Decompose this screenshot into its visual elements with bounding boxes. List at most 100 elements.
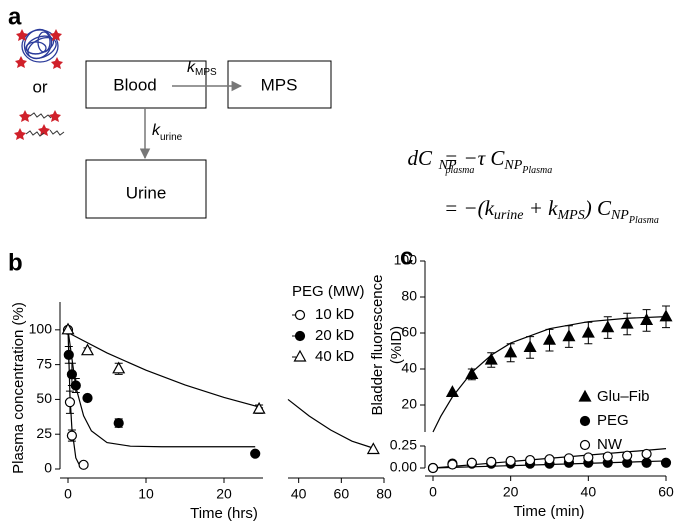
panel-label: a (8, 3, 22, 30)
data-point (641, 457, 652, 468)
legend-label: 20 kD (315, 327, 354, 344)
data-point (66, 430, 78, 441)
legend-label: PEG (597, 412, 629, 429)
legend-marker (579, 439, 591, 451)
or-label: or (32, 77, 47, 96)
data-point (622, 450, 633, 461)
panel-a: a or Blood MPS Urine (8, 3, 659, 226)
rate-symbol: k (187, 59, 196, 76)
eq-part: = −τ C (444, 146, 505, 170)
data-point (63, 349, 74, 360)
blood-box (85, 60, 207, 109)
legend-label: NW (597, 436, 623, 453)
eq-part: dC (407, 146, 433, 170)
rate-subscript: urine (160, 132, 183, 143)
eq-part: Plasma (521, 165, 552, 176)
data-point (659, 309, 673, 322)
eq-part: k (485, 196, 495, 220)
legend-label: Glu–Fib (597, 388, 650, 405)
data-point (563, 453, 575, 464)
data-point (427, 462, 439, 474)
data-point (504, 345, 518, 358)
equation-lhs: dC NPplasma (407, 146, 474, 176)
data-point (581, 325, 595, 338)
data-point (486, 456, 497, 467)
y-tick-label: 50 (36, 390, 52, 406)
data-point (544, 454, 555, 465)
y-tick-label: 100 (29, 321, 53, 337)
x-tick-label: 80 (376, 486, 392, 502)
data-point (542, 332, 557, 345)
x-tick-label: 20 (216, 486, 232, 502)
data-point (70, 380, 81, 391)
data-point (447, 459, 458, 470)
data-point (64, 397, 76, 408)
legend-label: 10 kD (315, 306, 354, 323)
rate-subscript: MPS (195, 67, 217, 78)
data-point (112, 361, 126, 374)
panel-label: b (8, 249, 23, 276)
eq-part: = −( (444, 196, 487, 220)
data-point (61, 322, 75, 335)
x-tick-label: 10 (138, 486, 154, 502)
panel-label: c (400, 243, 413, 270)
data-point (466, 457, 477, 468)
rate-symbol: k (152, 122, 161, 139)
data-point (562, 329, 576, 342)
y-tick-label: 80 (401, 288, 417, 304)
x-tick-label: 60 (658, 484, 674, 500)
data-point (640, 313, 654, 325)
data-point (524, 454, 536, 466)
legend-title: PEG (MW) (292, 283, 365, 300)
y-axis-label: Bladder fluorescence (369, 275, 386, 416)
fit-line (67, 332, 264, 409)
y-tick-label: 0.00 (390, 459, 417, 475)
fit-line (287, 398, 374, 449)
data-point (366, 442, 380, 455)
data-point (484, 352, 498, 365)
data-point (80, 343, 95, 356)
equation-rhs: = −τ CNPPlasma (444, 146, 552, 176)
urine-box (85, 159, 207, 219)
box-label: Blood (113, 75, 156, 94)
star-icons (14, 29, 63, 140)
eq-part: k (548, 196, 558, 220)
y-axis-label: Plasma concentration (%) (10, 302, 27, 474)
y-axis-label: (%ID) (388, 326, 405, 364)
fit-line (67, 329, 256, 448)
eq-part: NP (610, 208, 629, 223)
legend-marker (294, 330, 306, 342)
data-point (113, 417, 124, 429)
eq-part: plasma (445, 165, 475, 176)
eq-part: + (523, 196, 548, 220)
data-point (641, 448, 652, 460)
y-tick-label: 20 (401, 396, 417, 412)
data-point (602, 451, 613, 462)
data-point (601, 320, 615, 333)
data-point (252, 401, 266, 414)
data-point (660, 457, 672, 468)
polymer-icons (25, 112, 65, 137)
equation-rhs: = −(kurine + kMPS) CNPPlasma (444, 196, 659, 226)
eq-part: urine (494, 208, 524, 223)
rate-label: kMPS (187, 59, 217, 77)
legend-marker (294, 309, 306, 321)
x-tick-label: 0 (429, 484, 437, 500)
x-tick-label: 60 (334, 486, 350, 502)
data-point (620, 316, 634, 329)
x-tick-label: 40 (581, 484, 597, 500)
data-point (583, 452, 594, 463)
data-point (505, 455, 516, 467)
x-axis-label: Time (min) (513, 503, 584, 520)
x-tick-label: 0 (64, 486, 72, 502)
data-point (523, 340, 537, 352)
eq-part: NP (503, 158, 522, 173)
mps-box (227, 60, 332, 109)
legend-marker (578, 389, 592, 402)
eq-part: MPS (556, 208, 584, 223)
y-tick-label: 25 (36, 425, 52, 441)
y-tick-label: 100 (394, 252, 418, 268)
rate-label: kurine (152, 122, 183, 142)
y-tick-label: 0.25 (390, 437, 417, 453)
